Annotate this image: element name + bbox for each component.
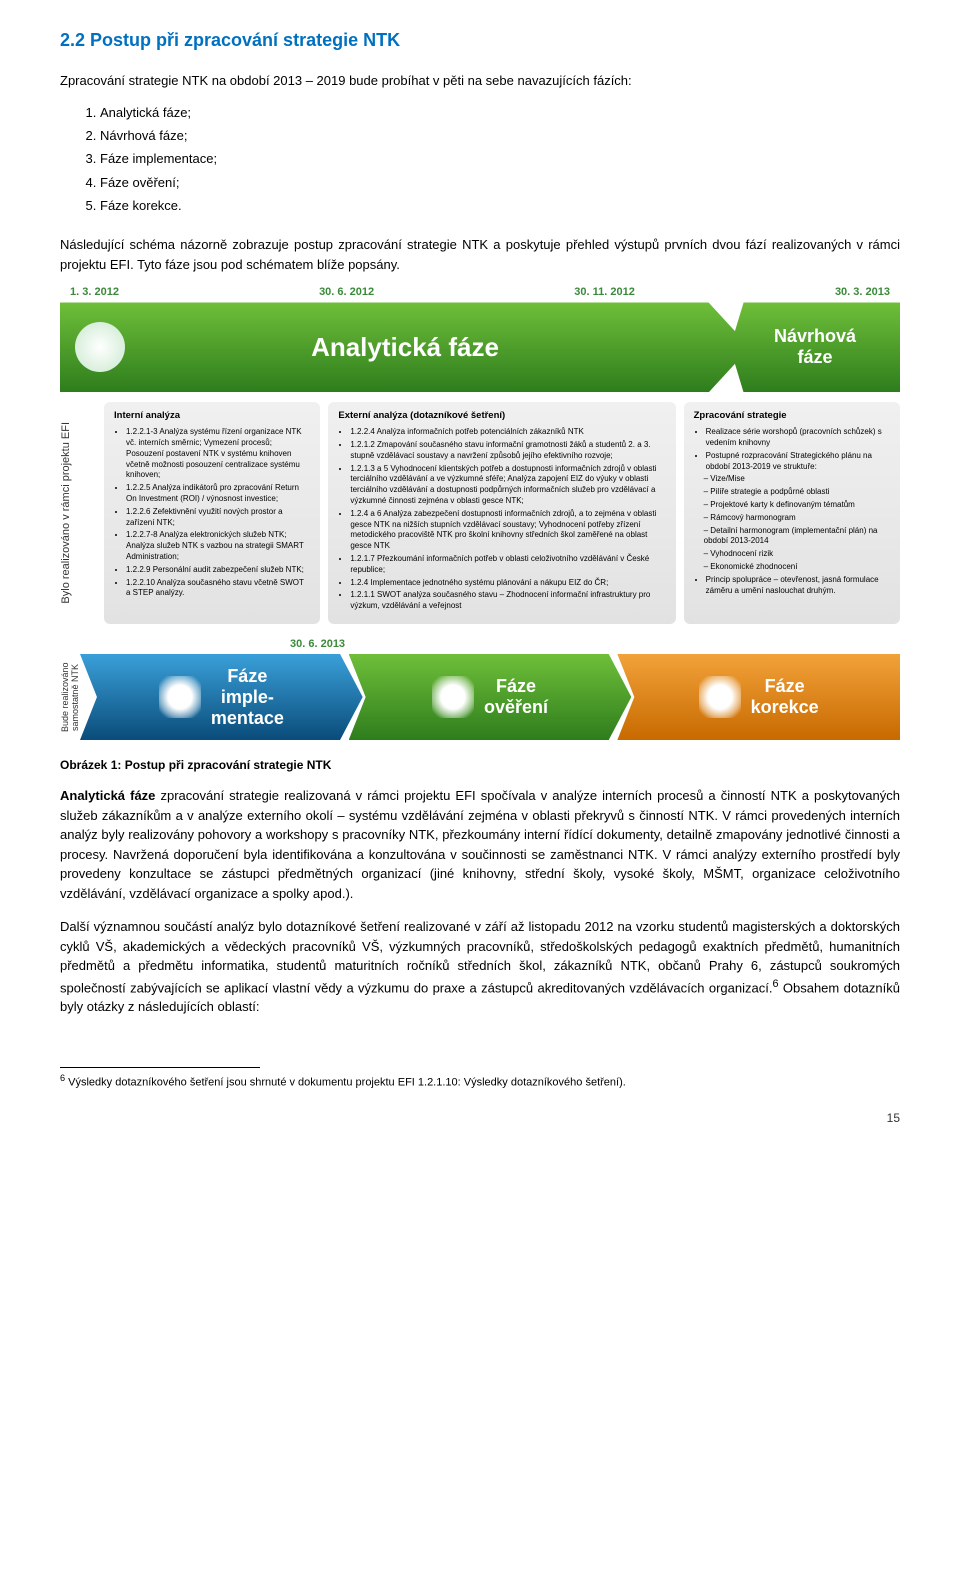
list-item: 1.2.2.1-3 Analýza systému řízení organiz… bbox=[126, 427, 310, 481]
internal-analysis-box: Interní analýza 1.2.2.1-3 Analýza systém… bbox=[104, 402, 320, 624]
strategy-processing-box: Zpracování strategie Realizace série wor… bbox=[684, 402, 900, 624]
list-item: Realizace série worshopů (pracovních sch… bbox=[706, 427, 890, 449]
arrow-label: Fáze bbox=[751, 676, 819, 697]
list-item: Rámcový harmonogram bbox=[704, 513, 890, 524]
list-item: 1.2.2.5 Analýza indikátorů pro zpracován… bbox=[126, 483, 310, 505]
worker-icon bbox=[699, 676, 741, 718]
arrow-label: Návrhová bbox=[774, 326, 856, 347]
analysis-columns: Interní analýza 1.2.2.1-3 Analýza systém… bbox=[104, 402, 900, 624]
figure-caption: Obrázek 1: Postup při zpracování strateg… bbox=[60, 758, 900, 772]
date-label: 30. 11. 2012 bbox=[574, 286, 635, 298]
arrow-label: korekce bbox=[751, 697, 819, 718]
list-item: 1.2.1.2 Zmapování současného stavu infor… bbox=[350, 440, 665, 462]
list-item: Pilíře strategie a podpůrné oblasti bbox=[704, 487, 890, 498]
gears-icon bbox=[159, 676, 201, 718]
list-item: 1.2.2.7-8 Analýza elektronických služeb … bbox=[126, 530, 310, 562]
paragraph-text: zpracování strategie realizovaná v rámci… bbox=[60, 788, 900, 901]
verification-phase-arrow: Fáze ověření bbox=[349, 654, 632, 740]
footnote-text: Výsledky dotazníkového šetření jsou shrn… bbox=[65, 1077, 626, 1089]
arrow-label: ověření bbox=[484, 697, 548, 718]
list-item: Fáze ověření; bbox=[100, 171, 900, 194]
arrow-label: Fáze bbox=[484, 676, 548, 697]
external-analysis-box: Externí analýza (dotazníkové šetření) 1.… bbox=[328, 402, 675, 624]
page-number: 15 bbox=[60, 1111, 900, 1125]
list-item: Projektové karty k definovaným tématům bbox=[704, 500, 890, 511]
list-item: Analytická fáze; bbox=[100, 101, 900, 124]
checkmark-icon bbox=[432, 676, 474, 718]
arrow-label: Analytická fáze bbox=[311, 332, 499, 363]
list-item: Detailní harmonogram (implementační plán… bbox=[704, 526, 890, 548]
date-label: 30. 6. 2012 bbox=[319, 286, 374, 298]
list-item: Vyhodnocení rizik bbox=[704, 549, 890, 560]
strategy-diagram: 1. 3. 2012 30. 6. 2012 30. 11. 2012 30. … bbox=[60, 286, 900, 740]
list-item: 1.2.4 Implementace jednotného systému pl… bbox=[350, 578, 665, 589]
box-title: Interní analýza bbox=[114, 410, 310, 423]
date-label: 30. 3. 2013 bbox=[835, 286, 890, 298]
list-item: 1.2.4 a 6 Analýza zabezpečení dostupnost… bbox=[350, 509, 665, 552]
intro-paragraph: Zpracování strategie NTK na období 2013 … bbox=[60, 71, 900, 91]
box-title: Externí analýza (dotazníkové šetření) bbox=[338, 410, 665, 423]
top-arrow-row: Analytická fáze Návrhová fáze bbox=[60, 302, 900, 392]
magnifier-icon bbox=[75, 322, 125, 372]
arrow-label: fáze bbox=[797, 347, 832, 368]
list-item: Fáze korekce. bbox=[100, 194, 900, 217]
implementation-phase-arrow: Fáze imple- mentace bbox=[80, 654, 363, 740]
bold-phase-name: Analytická fáze bbox=[60, 788, 155, 803]
arrow-label: imple- bbox=[211, 687, 284, 708]
phase-ordered-list: Analytická fáze; Návrhová fáze; Fáze imp… bbox=[60, 101, 900, 218]
list-item: 1.2.1.1 SWOT analýza současného stavu – … bbox=[350, 590, 665, 612]
arrow-label: mentace bbox=[211, 708, 284, 729]
analysis-row: Bylo realizováno v rámci projektu EFI In… bbox=[60, 402, 900, 624]
analytical-phase-arrow: Analytická fáze bbox=[60, 302, 750, 392]
list-item: 1.2.2.10 Analýza současného stavu včetně… bbox=[126, 578, 310, 600]
list-item: 1.2.1.3 a 5 Vyhodnocení klientských potř… bbox=[350, 464, 665, 507]
date-label: 1. 3. 2012 bbox=[70, 286, 119, 298]
arrow-label: Fáze bbox=[211, 666, 284, 687]
section-heading: 2.2 Postup při zpracování strategie NTK bbox=[60, 30, 900, 51]
list-item: Princip spolupráce – otevřenost, jasná f… bbox=[706, 575, 890, 597]
efi-side-label: Bylo realizováno v rámci projektu EFI bbox=[60, 402, 94, 624]
list-item: Ekonomické zhodnocení bbox=[704, 562, 890, 573]
lower-date: 30. 6. 2013 bbox=[290, 638, 900, 650]
correction-phase-arrow: Fáze korekce bbox=[617, 654, 900, 740]
footnote: 6 Výsledky dotazníkového šetření jsou sh… bbox=[60, 1072, 900, 1091]
list-item: Fáze implementace; bbox=[100, 147, 900, 170]
list-item: Postupné rozpracování Strategického plán… bbox=[706, 451, 890, 473]
list-item: Vize/Mise bbox=[704, 474, 890, 485]
after-list-paragraph: Následující schéma názorně zobrazuje pos… bbox=[60, 235, 900, 274]
list-item: 1.2.2.9 Personální audit zabezpečení slu… bbox=[126, 565, 310, 576]
list-item: 1.2.2.4 Analýza informačních potřeb pote… bbox=[350, 427, 665, 438]
list-item: 1.2.1.7 Přezkoumání informačních potřeb … bbox=[350, 554, 665, 576]
bottom-phase-arrows: Bude realizováno samostatně NTK Fáze imp… bbox=[60, 654, 900, 740]
design-phase-arrow: Návrhová fáze bbox=[730, 302, 900, 392]
list-item: Návrhová fáze; bbox=[100, 124, 900, 147]
body-paragraph-2: Další významnou součástí analýz bylo dot… bbox=[60, 917, 900, 1017]
list-item: 1.2.2.6 Zefektivnění využití nových pros… bbox=[126, 507, 310, 529]
box-title: Zpracování strategie bbox=[694, 410, 890, 423]
dates-row: 1. 3. 2012 30. 6. 2012 30. 11. 2012 30. … bbox=[60, 286, 900, 302]
body-paragraph-1: Analytická fáze zpracování strategie rea… bbox=[60, 786, 900, 903]
footnote-separator bbox=[60, 1067, 260, 1068]
